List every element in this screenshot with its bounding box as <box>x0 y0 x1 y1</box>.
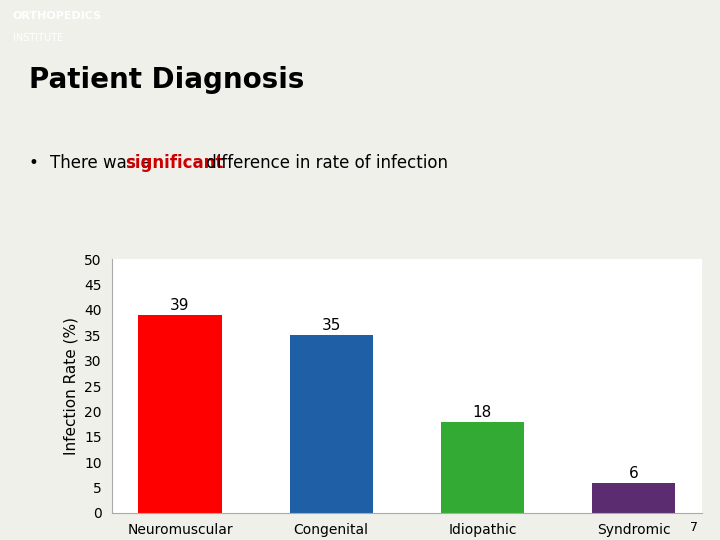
Text: 35: 35 <box>322 318 341 333</box>
Text: 7: 7 <box>690 521 698 534</box>
Text: 6: 6 <box>629 465 639 481</box>
Text: 18: 18 <box>473 404 492 420</box>
Bar <box>289 335 373 513</box>
Bar <box>441 422 524 513</box>
Bar <box>138 315 222 513</box>
Text: INSTITUTE: INSTITUTE <box>13 33 63 44</box>
Text: There was a: There was a <box>50 154 156 172</box>
Text: •: • <box>29 154 39 172</box>
Text: ORTHOPEDICS: ORTHOPEDICS <box>13 11 102 22</box>
Text: Patient Diagnosis: Patient Diagnosis <box>29 66 304 94</box>
Text: 39: 39 <box>170 298 190 313</box>
Y-axis label: Infection Rate (%): Infection Rate (%) <box>63 317 78 455</box>
Text: significant: significant <box>125 154 223 172</box>
Text: difference in rate of infection: difference in rate of infection <box>202 154 449 172</box>
Bar <box>592 483 675 513</box>
